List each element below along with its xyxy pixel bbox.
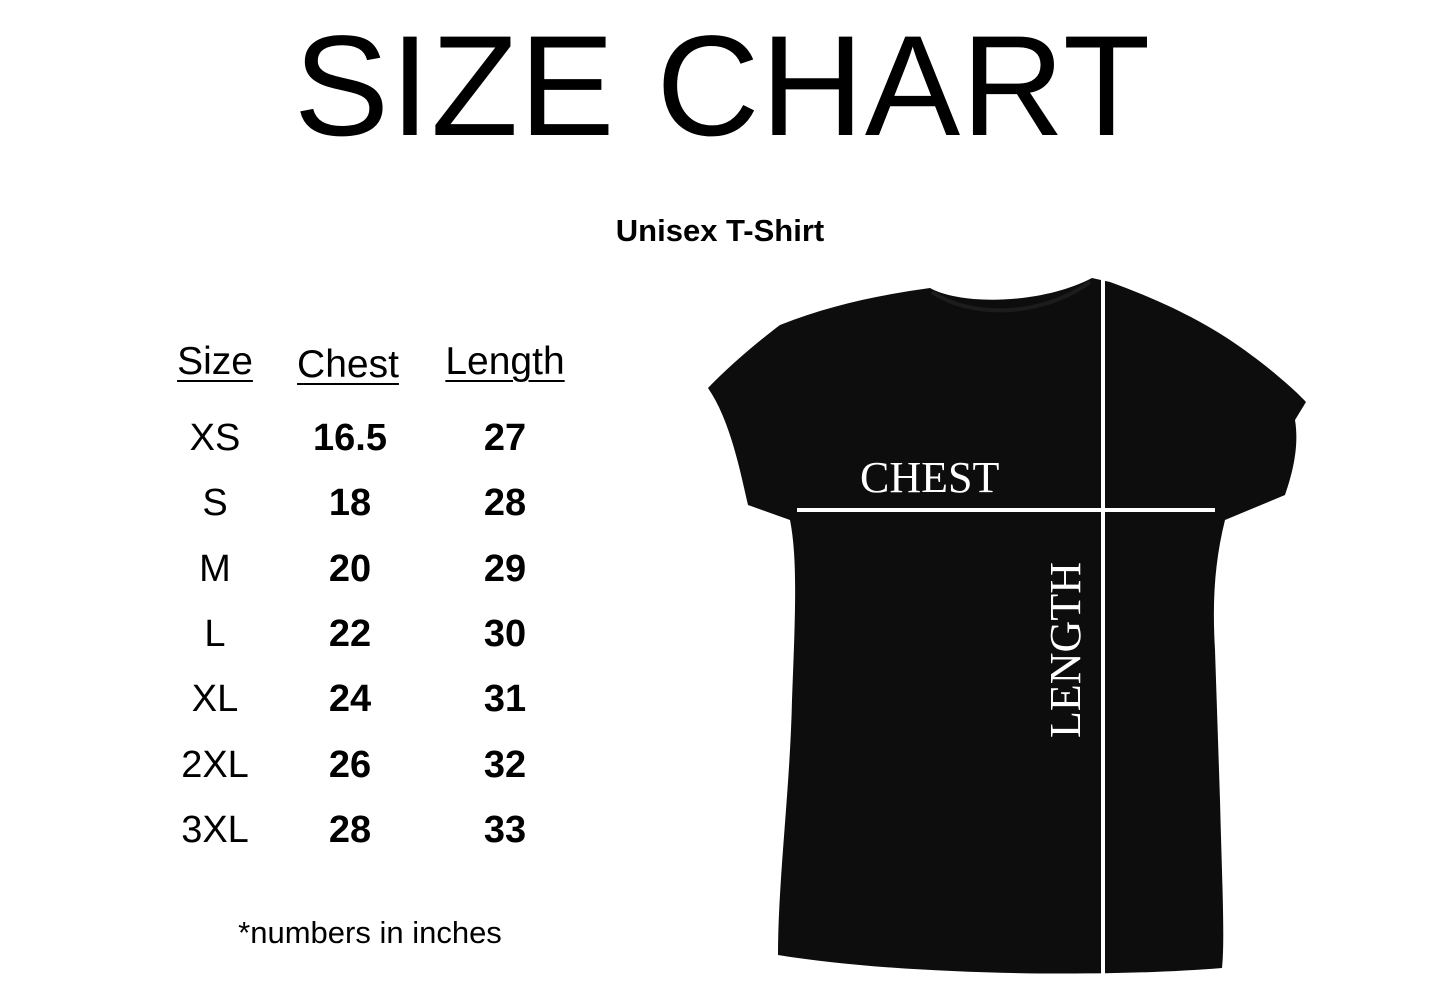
chest-cell: 28	[328, 808, 372, 851]
length-cell: 32	[483, 743, 527, 786]
header-size: Size	[177, 340, 253, 383]
size-cell: 2XL	[181, 743, 249, 786]
chest-label: CHEST	[860, 453, 999, 502]
header-length: Length	[445, 340, 565, 383]
length-cell: 27	[483, 417, 527, 459]
chest-cell: 16.5	[313, 417, 387, 459]
collar-icon	[930, 280, 1092, 313]
chest-cell: 18	[328, 482, 372, 525]
header-chest: Chest	[297, 343, 399, 386]
size-cell: S	[202, 482, 228, 525]
page-title: SIZE CHART	[293, 7, 1152, 166]
size-cell: XL	[191, 678, 239, 721]
units-note: *numbers in inches	[238, 915, 502, 950]
chest-cell: 26	[328, 743, 372, 786]
length-cell: 28	[483, 482, 527, 525]
subtitle: Unisex T-Shirt	[615, 213, 825, 248]
chest-cell: 22	[328, 612, 372, 655]
tshirt-image	[708, 278, 1306, 974]
size-cell: L	[204, 612, 226, 655]
length-cell: 29	[483, 547, 527, 590]
length-cell: 30	[483, 612, 527, 655]
size-cell: XS	[189, 417, 241, 459]
chest-cell: 24	[328, 678, 372, 721]
length-cell: 33	[483, 808, 527, 851]
length-label: LENGTH	[1041, 562, 1090, 738]
size-cell: M	[199, 547, 231, 590]
size-cell: 3XL	[181, 808, 249, 851]
length-cell: 31	[483, 678, 527, 721]
chest-cell: 20	[328, 547, 372, 590]
